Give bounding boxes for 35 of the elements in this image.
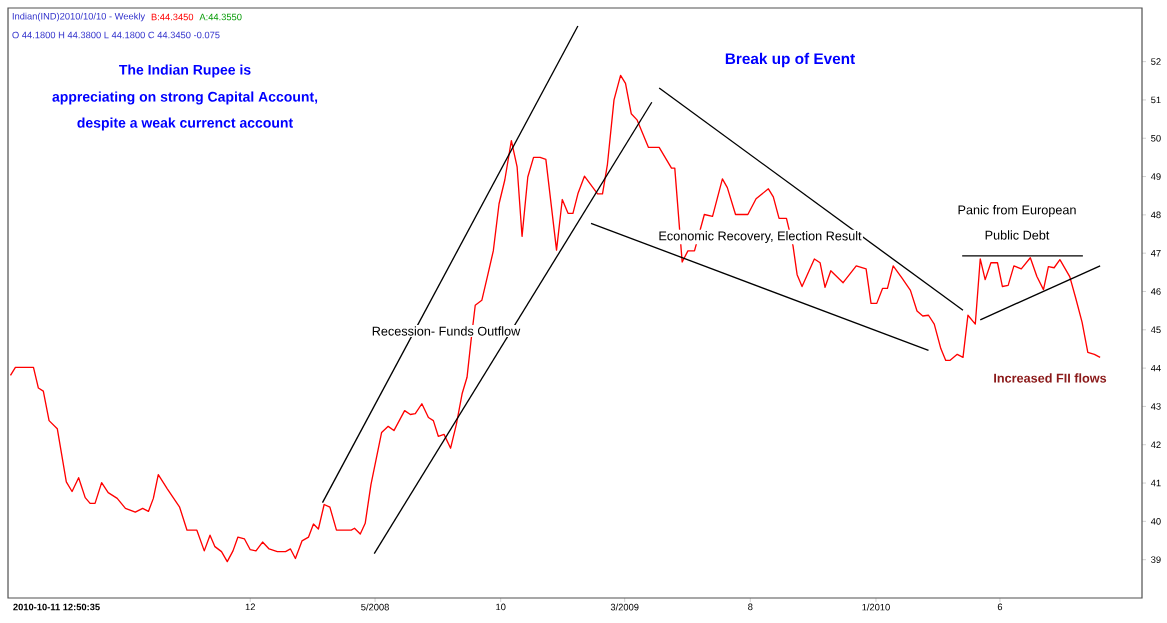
- y-tick-label: 47: [1150, 249, 1161, 257]
- annotation: Increased FII flows: [994, 373, 1107, 383]
- annotation: Break up of Event: [725, 52, 855, 68]
- x-tick-label: 5/2008: [361, 603, 389, 611]
- y-tick-label: 46: [1150, 288, 1161, 295]
- x-tick-label: 8: [748, 603, 753, 611]
- annotation: Panic from European: [958, 205, 1076, 217]
- x-tick-label: 6: [997, 603, 1003, 611]
- annotation: despite a weak currenct account: [77, 117, 293, 131]
- annotation: Public Debt: [985, 230, 1050, 240]
- y-tick-label: 42: [1150, 441, 1161, 448]
- annotation: A:44.3550: [199, 13, 242, 21]
- y-tick-label: 51: [1151, 96, 1161, 104]
- text: 2010-10-11 12:50:35: [13, 603, 100, 611]
- y-tick-label: 41: [1150, 479, 1161, 487]
- annotation: Economic Recovery, Election Result: [659, 231, 862, 243]
- y-tick-label: 44: [1150, 364, 1161, 372]
- x-tick-label: 10: [496, 603, 506, 611]
- y-tick-label: 48: [1150, 211, 1161, 219]
- y-tick-label: 43: [1150, 403, 1161, 410]
- x-tick-label: 12: [245, 603, 255, 611]
- annotation: The Indian Rupee is: [119, 64, 251, 78]
- annotation: appreciating on strong Capital Account,: [52, 91, 318, 105]
- annotation: Indian(IND)2010/10/10 - Weekly: [12, 12, 146, 22]
- y-tick-label: 39: [1151, 556, 1161, 563]
- annotation: B:44.3450: [151, 13, 194, 21]
- y-tick-label: 40: [1150, 518, 1161, 525]
- y-tick-label: 52: [1151, 58, 1161, 65]
- annotation: O 44.1800 H 44.3800 L 44.1800 C 44.3450 -0.075: [12, 31, 220, 39]
- x-tick-label: 1/2010: [862, 603, 890, 611]
- y-tick-label: 50: [1151, 134, 1161, 142]
- x-tick-label: 3/2009: [610, 603, 639, 611]
- annotation: Recession- Funds Outflow: [372, 326, 521, 336]
- y-tick-label: 49: [1150, 173, 1161, 180]
- y-tick-label: 45: [1150, 326, 1161, 334]
